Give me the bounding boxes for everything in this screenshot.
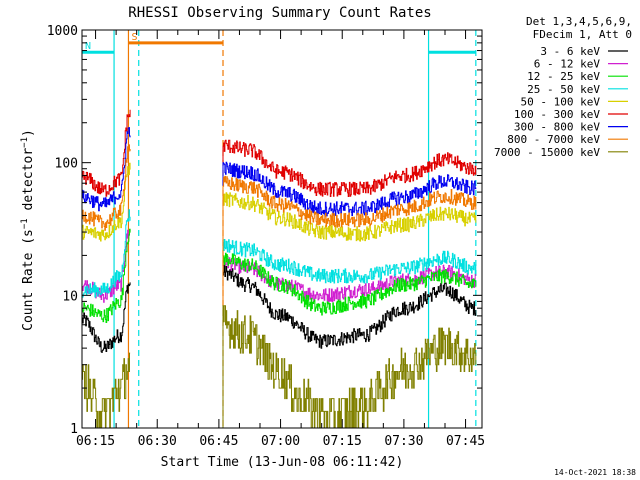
- series-line: [81, 264, 477, 428]
- y-axis-ticks: 1 10 100 1000: [47, 24, 482, 437]
- series-line: [81, 305, 477, 429]
- plot-frame: [81, 29, 483, 429]
- attenuator-bar-label: N: [85, 41, 91, 52]
- legend-header-line-2: FDecim 1, Att 0: [533, 28, 632, 41]
- legend-item-label: 300 - 800 keV: [514, 121, 600, 134]
- legend-item-label: 800 - 7000 keV: [507, 133, 600, 146]
- series-line: [81, 127, 477, 428]
- legend-item-label: 12 - 25 keV: [527, 70, 600, 83]
- attenuator-bars: SN: [82, 32, 476, 54]
- x-axis-ticks: 06:15 06:30 06:45 07:00 07:15 07:30 07:45: [76, 30, 485, 449]
- legend: Det 1,3,4,5,6,9, FDecim 1, Att 0 3 - 6 k…: [494, 15, 632, 159]
- legend-item-label: 100 - 300 keV: [514, 108, 600, 121]
- x-tick-label: 07:00: [261, 434, 300, 449]
- series-line: [81, 228, 477, 428]
- x-tick-label: 06:15: [76, 434, 115, 449]
- series-line: [81, 209, 477, 428]
- series-line: [81, 144, 477, 428]
- legend-item-label: 50 - 100 keV: [521, 95, 601, 108]
- legend-item-label: 6 - 12 keV: [534, 58, 601, 71]
- footer-date: 14-Oct-2021 18:38: [554, 468, 636, 477]
- x-axis-label: Start Time (13-Jun-08 06:11:42): [161, 455, 404, 470]
- x-tick-label: 07:15: [323, 434, 362, 449]
- y-axis-label: Count Rate (s−1 detector−1): [20, 129, 36, 331]
- series-layer: [81, 109, 477, 429]
- x-tick-label: 07:45: [446, 434, 485, 449]
- chart-title: RHESSI Observing Summary Count Rates: [128, 5, 431, 21]
- series-line: [81, 109, 477, 428]
- y-tick-label: 1000: [47, 24, 78, 39]
- legend-item-label: 7000 - 15000 keV: [494, 146, 600, 159]
- legend-header-line-1: Det 1,3,4,5,6,9,: [526, 15, 632, 28]
- x-tick-label: 06:30: [138, 434, 177, 449]
- y-tick-label: 1: [70, 422, 78, 437]
- x-tick-label: 07:30: [384, 434, 423, 449]
- legend-item-label: 25 - 50 keV: [527, 83, 600, 96]
- legend-item-label: 3 - 6 keV: [540, 45, 600, 58]
- y-tick-label: 100: [55, 157, 78, 172]
- y-tick-label: 10: [62, 289, 78, 304]
- x-tick-label: 06:45: [199, 434, 238, 449]
- series-line: [81, 162, 477, 428]
- attenuator-bar-label: S: [131, 32, 137, 43]
- vertical-marker-lines: [113, 30, 477, 428]
